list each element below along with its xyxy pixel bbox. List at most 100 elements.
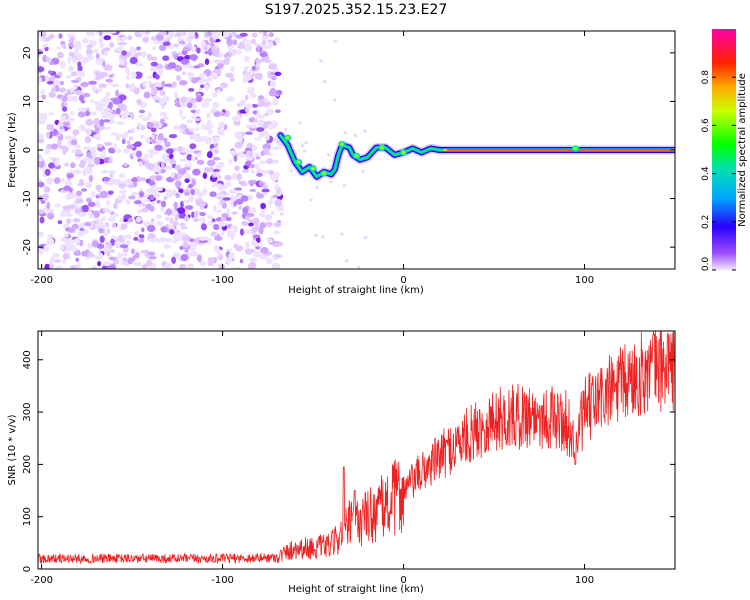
- noise-speckle: [116, 133, 121, 142]
- noise-speckle: [225, 248, 233, 252]
- noise-speckle: [121, 252, 128, 257]
- noise-speckle: [38, 133, 45, 139]
- noise-speckle: [131, 177, 139, 182]
- noise-speckle: [215, 164, 223, 171]
- noise-speckle: [184, 178, 190, 183]
- noise-speckle: [138, 234, 145, 239]
- noise-speckle: [101, 265, 109, 269]
- noise-speckle: [164, 165, 173, 170]
- noise-speckle: [154, 74, 160, 80]
- noise-speckle: [168, 62, 177, 69]
- noise-speckle: [158, 132, 164, 139]
- noise-speckle: [201, 223, 207, 231]
- noise-speckle: [283, 128, 288, 132]
- noise-speckle: [44, 168, 51, 176]
- noise-speckle: [54, 203, 61, 208]
- noise-speckle: [46, 131, 50, 139]
- colorbar: 0.0 0.2 0.4 0.6 0.8 Normalized spectral ampl…: [701, 29, 748, 271]
- noise-speckle: [147, 233, 156, 239]
- noise-speckle: [147, 53, 152, 61]
- noise-speckle: [189, 143, 197, 150]
- noise-speckle: [159, 90, 166, 96]
- noise-speckle: [100, 98, 108, 104]
- x-tick-label: -200: [30, 575, 53, 586]
- noise-speckle: [153, 151, 158, 155]
- noise-speckle: [150, 201, 155, 207]
- noise-speckle: [38, 76, 42, 84]
- noise-speckle: [175, 232, 184, 236]
- noise-speckle: [145, 137, 151, 144]
- noise-speckle: [257, 241, 263, 247]
- signal-blob-core: [573, 146, 578, 151]
- noise-speckle: [123, 218, 128, 222]
- noise-speckle: [147, 187, 157, 194]
- y-tick-label: 300: [22, 403, 33, 422]
- snr-frame: [37, 330, 676, 570]
- noise-speckle: [245, 147, 253, 153]
- noise-speckle: [322, 80, 327, 84]
- noise-speckle: [130, 248, 136, 255]
- noise-speckle: [115, 89, 120, 97]
- noise-speckle: [183, 199, 191, 204]
- noise-speckle: [213, 31, 221, 36]
- noise-speckle: [119, 58, 125, 66]
- noise-speckle: [196, 47, 201, 54]
- snr-plot-area: [38, 331, 675, 569]
- noise-speckle: [251, 169, 255, 174]
- spectrogram-y-label: Frequency (Hz): [7, 112, 18, 188]
- noise-speckle: [73, 251, 82, 256]
- noise-speckle: [147, 251, 156, 256]
- noise-speckle: [163, 243, 170, 249]
- noise-speckle: [41, 193, 49, 201]
- noise-speckle: [66, 117, 75, 122]
- noise-speckle: [125, 240, 131, 246]
- noise-speckle: [268, 238, 273, 244]
- noise-speckle: [264, 97, 268, 103]
- noise-speckle: [93, 210, 100, 218]
- noise-speckle: [57, 140, 62, 147]
- noise-speckle: [182, 31, 187, 37]
- noise-speckle: [235, 198, 244, 205]
- noise-speckle: [126, 72, 131, 76]
- noise-speckle: [177, 52, 183, 56]
- noise-speckle: [200, 101, 210, 108]
- noise-speckle: [136, 209, 143, 214]
- snr-panel: -200 -100 0 100 0 100 200 300 400 Height of stra…: [7, 330, 676, 595]
- noise-speckle: [140, 208, 149, 213]
- noise-speckle: [94, 127, 100, 134]
- noise-speckle: [118, 183, 126, 189]
- noise-speckle: [218, 193, 226, 198]
- noise-speckle: [111, 83, 120, 88]
- noise-speckle: [148, 153, 154, 159]
- noise-speckle: [133, 230, 139, 237]
- noise-speckle: [72, 223, 79, 230]
- noise-speckle: [154, 144, 163, 151]
- noise-speckle: [187, 42, 192, 50]
- noise-speckle: [44, 74, 49, 82]
- noise-speckle: [276, 188, 281, 194]
- noise-speckle: [197, 191, 204, 198]
- snr-x-label: Height of straight line (km): [288, 584, 424, 595]
- noise-speckle: [46, 57, 51, 63]
- noise-speckle: [73, 169, 82, 175]
- noise-speckle: [152, 46, 157, 50]
- noise-speckle: [198, 87, 203, 91]
- noise-speckle: [244, 94, 249, 101]
- noise-speckle: [244, 215, 251, 221]
- noise-speckle: [164, 216, 172, 222]
- noise-speckle: [125, 83, 130, 89]
- noise-speckle: [163, 137, 168, 143]
- noise-speckle: [272, 99, 279, 106]
- noise-speckle: [251, 32, 258, 38]
- signal-band-inner: [279, 134, 675, 178]
- noise-speckle: [50, 124, 55, 132]
- noise-speckle: [235, 245, 244, 252]
- noise-speckle: [73, 144, 81, 149]
- noise-speckle: [49, 61, 54, 66]
- noise-speckle: [86, 31, 92, 37]
- noise-speckle: [158, 44, 167, 51]
- noise-speckle: [254, 43, 259, 47]
- snr-axes: -200 -100 0 100 0 100 200 300 400: [22, 331, 675, 586]
- noise-speckle: [274, 184, 280, 190]
- noise-speckle: [226, 207, 231, 215]
